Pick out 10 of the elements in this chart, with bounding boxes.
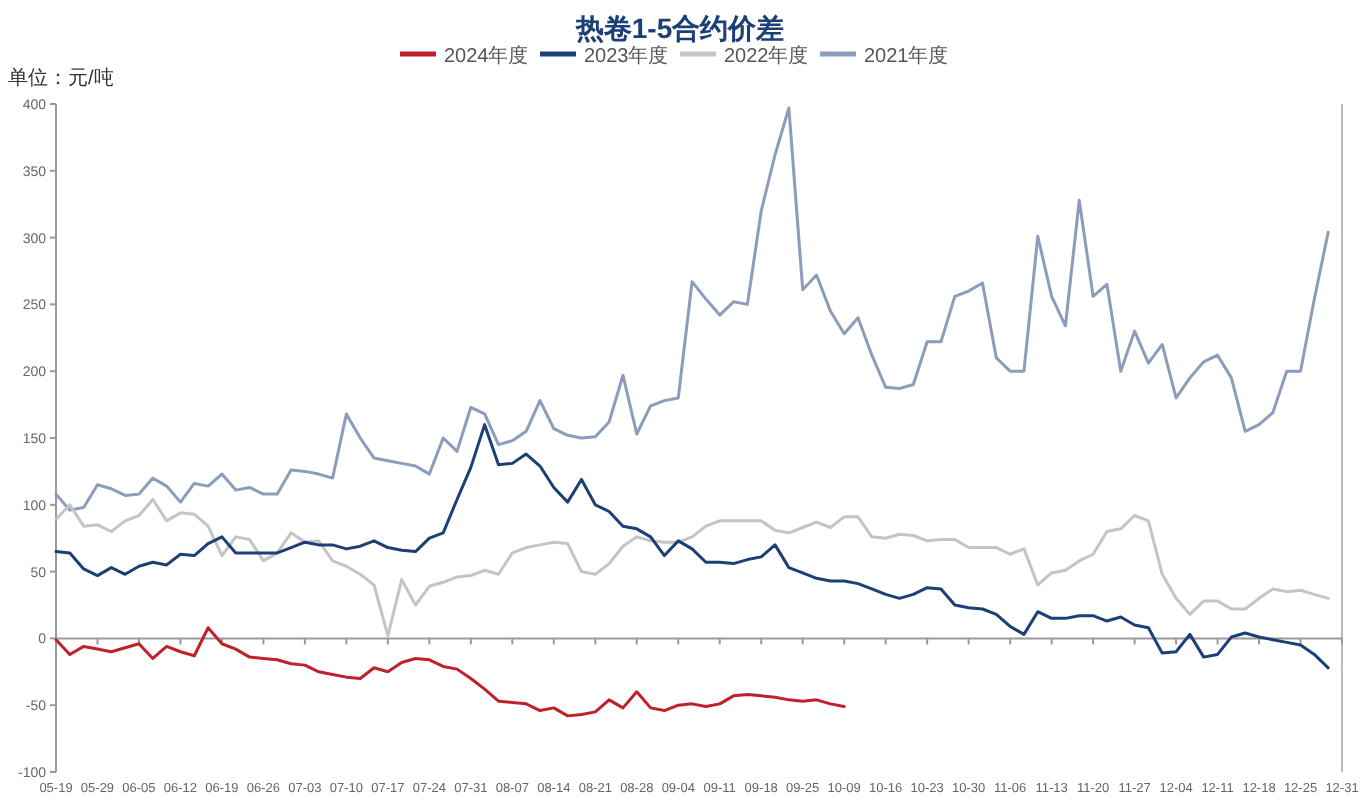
line-series <box>54 626 846 718</box>
legend-label: 2024年度 <box>444 44 529 68</box>
chart-title: 热卷1-5合约价差 <box>573 12 785 44</box>
line-series <box>54 423 1330 670</box>
y-axis-title: 单位：元/吨 <box>8 66 114 90</box>
legend-label: 2023年度 <box>584 44 669 68</box>
line-series <box>54 106 1330 512</box>
legend-label: 2021年度 <box>864 44 949 68</box>
line-series <box>54 497 1330 638</box>
legend-label: 2022年度 <box>724 44 809 68</box>
